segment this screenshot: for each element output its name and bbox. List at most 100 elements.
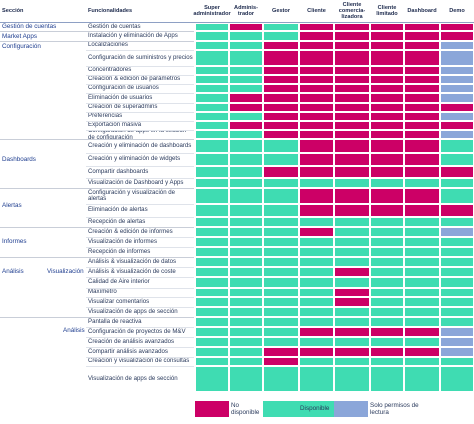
permission-cell-retailer-client bbox=[334, 75, 370, 84]
permission-cell-client bbox=[299, 357, 334, 366]
permission-cell-super-admin bbox=[195, 247, 229, 257]
permission-cell-super-admin bbox=[195, 267, 229, 277]
permission-cell-super-admin bbox=[195, 277, 229, 288]
permission-cell-demo bbox=[440, 66, 474, 75]
header-role-demo: Demo bbox=[449, 8, 465, 14]
permission-cell-manager bbox=[263, 366, 299, 392]
permission-cell-admin bbox=[229, 50, 263, 66]
permission-cell-dashboard bbox=[404, 31, 440, 41]
permission-cell-dashboard bbox=[404, 257, 440, 267]
permission-cell-client bbox=[299, 66, 334, 75]
permission-cell-retailer-client bbox=[334, 277, 370, 288]
permission-cell-dashboard bbox=[404, 217, 440, 227]
permission-cell-dashboard bbox=[404, 327, 440, 337]
row-divider bbox=[86, 307, 194, 308]
permission-cell-client bbox=[299, 337, 334, 347]
permission-cell-super-admin bbox=[195, 337, 229, 347]
permission-cell-limited-client bbox=[370, 130, 404, 139]
permission-cell-demo bbox=[440, 75, 474, 84]
permission-cell-limited-client bbox=[370, 153, 404, 166]
feature-label: Exportación masiva bbox=[88, 121, 142, 129]
permission-cell-super-admin bbox=[195, 75, 229, 84]
permission-cell-client bbox=[299, 297, 334, 307]
permission-cell-client bbox=[299, 366, 334, 392]
permission-cell-manager bbox=[263, 257, 299, 267]
permission-cell-limited-client bbox=[370, 317, 404, 327]
feature-label: Recepción de alertas bbox=[88, 217, 146, 225]
permission-cell-admin bbox=[229, 41, 263, 50]
row-divider bbox=[86, 166, 194, 167]
permission-cell-super-admin bbox=[195, 297, 229, 307]
feature-label: Creación y eliminación de widgets bbox=[88, 155, 181, 163]
row-divider bbox=[86, 297, 194, 298]
permission-cell-limited-client bbox=[370, 41, 404, 50]
permission-cell-dashboard bbox=[404, 247, 440, 257]
permission-cell-super-admin bbox=[195, 227, 229, 237]
permission-cell-manager bbox=[263, 50, 299, 66]
permission-cell-client bbox=[299, 31, 334, 41]
feature-label: Concentradores bbox=[88, 66, 132, 74]
header-divider bbox=[0, 22, 474, 23]
permission-cell-super-admin bbox=[195, 121, 229, 130]
permission-cell-super-admin bbox=[195, 166, 229, 178]
permission-cell-retailer-client bbox=[334, 288, 370, 297]
permission-cell-retailer-client bbox=[334, 188, 370, 204]
permission-cell-demo bbox=[440, 178, 474, 188]
row-divider bbox=[0, 257, 194, 258]
permission-cell-dashboard bbox=[404, 139, 440, 153]
header-role-retailer-client: Cliente comercia-lizadora bbox=[338, 2, 366, 20]
permission-cell-limited-client bbox=[370, 217, 404, 227]
permission-cell-manager bbox=[263, 93, 299, 103]
row-divider bbox=[86, 237, 194, 238]
permission-cell-super-admin bbox=[195, 23, 229, 31]
feature-label: Localizaciones bbox=[88, 41, 128, 49]
permission-cell-limited-client bbox=[370, 139, 404, 153]
permission-cell-manager bbox=[263, 178, 299, 188]
permission-cell-manager bbox=[263, 75, 299, 84]
permission-cell-limited-client bbox=[370, 75, 404, 84]
row-divider bbox=[86, 366, 194, 367]
row-divider bbox=[86, 288, 194, 289]
permission-cell-demo bbox=[440, 50, 474, 66]
permission-cell-limited-client bbox=[370, 50, 404, 66]
permission-cell-client bbox=[299, 84, 334, 93]
row-divider bbox=[86, 93, 194, 94]
permission-cell-manager bbox=[263, 41, 299, 50]
permission-cell-super-admin bbox=[195, 31, 229, 41]
row-divider bbox=[86, 75, 194, 76]
permission-cell-dashboard bbox=[404, 75, 440, 84]
permission-cell-client bbox=[299, 112, 334, 121]
feature-label: Eliminación de alertas bbox=[88, 206, 148, 214]
permission-cell-admin bbox=[229, 121, 263, 130]
permission-cell-limited-client bbox=[370, 84, 404, 93]
permission-cell-client bbox=[299, 277, 334, 288]
permission-cell-limited-client bbox=[370, 112, 404, 121]
permission-cell-dashboard bbox=[404, 204, 440, 217]
permission-cell-demo bbox=[440, 327, 474, 337]
row-divider bbox=[0, 227, 194, 228]
permission-cell-demo bbox=[440, 112, 474, 121]
permission-cell-admin bbox=[229, 227, 263, 237]
permission-cell-manager bbox=[263, 297, 299, 307]
permission-cell-client bbox=[299, 307, 334, 317]
permission-cell-admin bbox=[229, 267, 263, 277]
permission-cell-super-admin bbox=[195, 317, 229, 327]
permission-cell-retailer-client bbox=[334, 204, 370, 217]
feature-label: Configuración de suministros y precios bbox=[88, 53, 193, 61]
permission-cell-demo bbox=[440, 217, 474, 227]
permission-cell-retailer-client bbox=[334, 166, 370, 178]
permission-cell-manager bbox=[263, 288, 299, 297]
permission-cell-manager bbox=[263, 237, 299, 247]
permission-cell-limited-client bbox=[370, 237, 404, 247]
header-role-client: Cliente bbox=[307, 8, 326, 14]
permission-cell-client bbox=[299, 188, 334, 204]
permission-cell-dashboard bbox=[404, 337, 440, 347]
feature-label: Visualizar comentarios bbox=[88, 297, 150, 305]
permission-cell-client bbox=[299, 139, 334, 153]
row-divider bbox=[86, 204, 194, 205]
section-label-analysis: Análisis bbox=[2, 268, 24, 275]
row-divider bbox=[0, 41, 194, 42]
permission-cell-manager bbox=[263, 337, 299, 347]
permission-cell-manager bbox=[263, 130, 299, 139]
row-divider bbox=[86, 50, 194, 51]
